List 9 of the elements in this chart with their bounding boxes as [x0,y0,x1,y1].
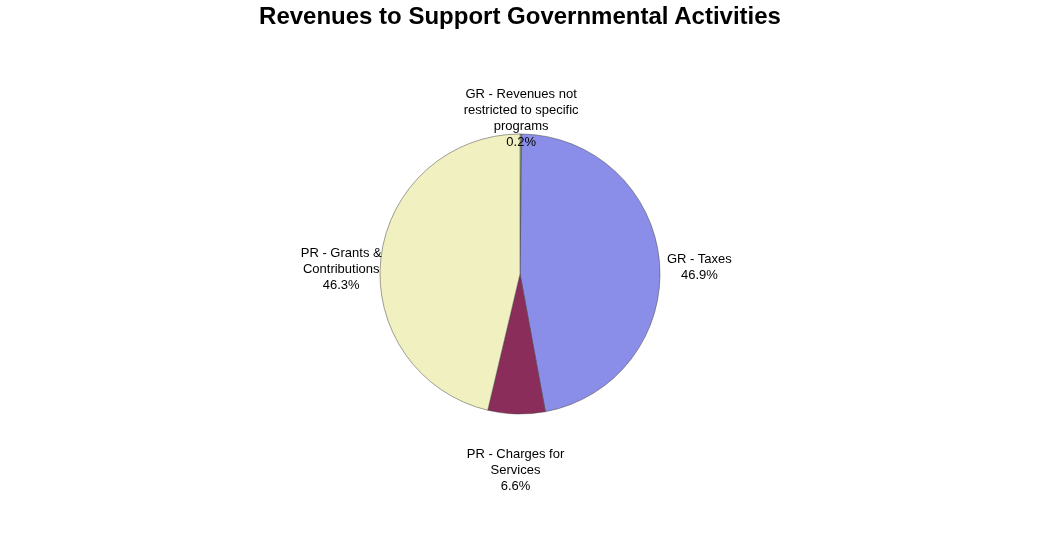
data-label: 6.6% [500,477,531,493]
slice-label: PR - Grants & Contributions [300,245,382,277]
slice-label: PR - Charges for Services [466,445,565,477]
data-label: 46.9% [680,266,719,282]
slice-label: GR - Taxes [666,250,733,266]
data-label: 46.3% [322,277,361,293]
chart-title: Revenues to Support Governmental Activities [259,2,781,29]
slice-label: GR - Revenues not restricted to specific programs [463,86,580,133]
data-label: 0.2% [506,134,537,149]
